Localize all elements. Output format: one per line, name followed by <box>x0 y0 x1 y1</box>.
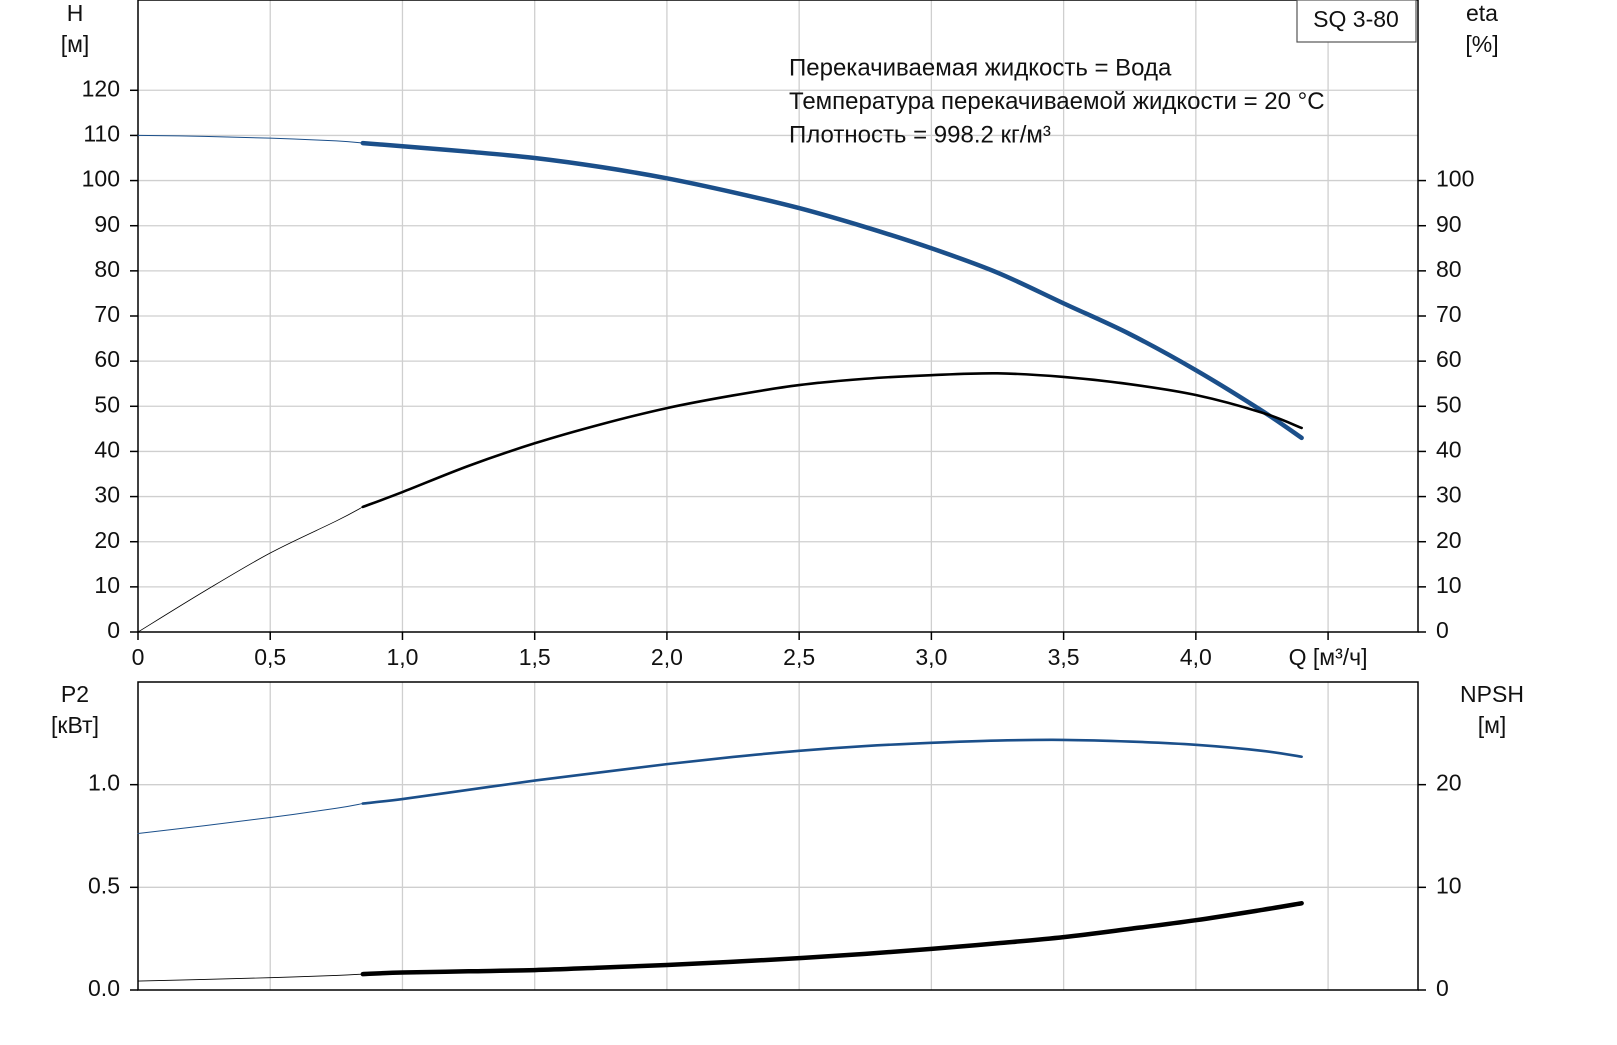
y2-tick-label: 60 <box>1436 346 1462 372</box>
y2-tick-label: 70 <box>1436 301 1462 327</box>
series-line <box>137 973 364 982</box>
y2-tick-label: 90 <box>1436 211 1462 237</box>
y2-tick-label: 50 <box>1436 391 1462 417</box>
y-tick-label: 100 <box>82 166 120 192</box>
y-tick-label: 1.0 <box>88 770 120 796</box>
y2-axis-label: eta <box>1466 0 1498 26</box>
y-tick-label: 10 <box>94 572 120 598</box>
y2-tick-label: 100 <box>1436 166 1474 192</box>
x-tick-label: 0 <box>132 644 145 670</box>
y-tick-label: 20 <box>94 527 120 553</box>
x-tick-label: 4,0 <box>1180 644 1212 670</box>
series-line <box>137 506 364 633</box>
y-axis-label: [м] <box>61 31 90 57</box>
series-line <box>361 738 1303 805</box>
y2-tick-label: 80 <box>1436 256 1462 282</box>
y2-tick-label: 0 <box>1436 975 1449 1001</box>
y-tick-label: 0 <box>107 617 120 643</box>
y-tick-label: 40 <box>94 437 120 463</box>
y2-tick-label: 10 <box>1436 872 1462 898</box>
series-line <box>137 134 364 144</box>
x-tick-label: 2,0 <box>651 644 683 670</box>
y-axis-label: P2 <box>61 681 89 707</box>
y-tick-label: 70 <box>94 301 120 327</box>
y-tick-label: 110 <box>83 121 120 147</box>
y-axis-label: [кВт] <box>51 712 99 738</box>
y2-axis-label: [м] <box>1478 712 1507 738</box>
x-tick-label: 1,0 <box>386 644 418 670</box>
y-axis-label: H <box>67 0 84 26</box>
series-line <box>360 901 1304 977</box>
y-tick-label: 30 <box>94 482 120 508</box>
x-tick-label: 1,5 <box>519 644 551 670</box>
legend-label: SQ 3-80 <box>1313 6 1399 32</box>
y-tick-label: 0.5 <box>88 872 120 898</box>
y-tick-label: 50 <box>94 391 120 417</box>
x-tick-label: 3,0 <box>915 644 947 670</box>
y2-tick-label: 30 <box>1436 482 1462 508</box>
y-tick-label: 0.0 <box>88 975 120 1001</box>
x-tick-label: 2,5 <box>783 644 815 670</box>
plot-frame <box>137 681 1419 991</box>
y2-tick-label: 10 <box>1436 572 1462 598</box>
x-tick-label: 3,5 <box>1048 644 1080 670</box>
plot-frame <box>137 0 1419 633</box>
y2-tick-label: 0 <box>1436 617 1449 643</box>
y-tick-label: 120 <box>82 75 120 101</box>
y2-tick-label: 40 <box>1436 437 1462 463</box>
annotation: Температура перекачиваемой жидкости = 20… <box>789 88 1325 115</box>
series-line <box>137 803 364 835</box>
y2-axis-label: [%] <box>1465 31 1498 57</box>
series-line <box>361 371 1303 509</box>
legend-box <box>1296 0 1417 43</box>
y2-axis-label: NPSH <box>1460 681 1524 707</box>
y-tick-label: 60 <box>94 346 120 372</box>
y-tick-label: 80 <box>94 256 120 282</box>
y-tick-label: 90 <box>94 211 120 237</box>
annotation: Плотность = 998.2 кг/м³ <box>789 121 1051 148</box>
x-tick-label: Q [м³/ч] <box>1289 644 1368 670</box>
y2-tick-label: 20 <box>1436 770 1462 796</box>
x-tick-label: 0,5 <box>254 644 286 670</box>
annotation: Перекачиваемая жидкость = Вода <box>789 54 1172 81</box>
y2-tick-label: 20 <box>1436 527 1462 553</box>
series-line <box>360 140 1304 441</box>
